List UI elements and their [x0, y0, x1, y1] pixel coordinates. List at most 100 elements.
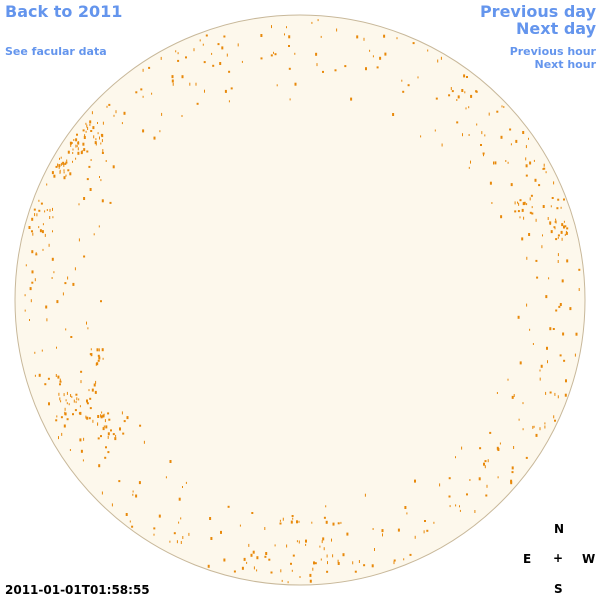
- facula: [35, 252, 37, 255]
- facula: [423, 530, 425, 534]
- facula: [62, 292, 64, 296]
- facula: [48, 243, 50, 247]
- facula: [46, 209, 48, 211]
- facula: [115, 434, 117, 437]
- facula: [93, 135, 95, 139]
- facula: [553, 181, 555, 185]
- facula: [515, 139, 518, 143]
- facular-link[interactable]: See facular data: [5, 45, 107, 58]
- facula: [256, 569, 258, 572]
- facula: [417, 76, 419, 79]
- facula: [578, 268, 581, 271]
- facula: [70, 336, 73, 338]
- facula: [250, 553, 253, 557]
- facula: [98, 464, 101, 468]
- facula: [79, 405, 81, 408]
- facula: [97, 354, 100, 357]
- facula: [365, 67, 367, 71]
- facula: [401, 79, 403, 82]
- facula: [528, 233, 531, 236]
- next-day-link[interactable]: Next day: [516, 19, 596, 38]
- back-link[interactable]: Back to 2011: [5, 2, 123, 21]
- facula: [556, 207, 559, 210]
- previous-day-link[interactable]: Previous day: [479, 2, 596, 21]
- facula: [484, 460, 487, 463]
- facula: [455, 504, 457, 507]
- facula: [274, 544, 276, 547]
- facula: [260, 57, 263, 60]
- facula: [260, 34, 263, 37]
- facula: [270, 54, 273, 57]
- facula: [52, 216, 54, 219]
- facula: [514, 201, 516, 205]
- facula: [382, 533, 383, 537]
- facula: [510, 479, 513, 483]
- facula: [268, 558, 271, 561]
- facula: [64, 407, 66, 411]
- previous-hour-link[interactable]: Previous hour: [509, 45, 596, 58]
- facula: [95, 380, 97, 384]
- facula: [75, 144, 77, 148]
- facula: [426, 529, 429, 532]
- facula: [356, 35, 359, 39]
- facula: [511, 471, 514, 474]
- facula: [493, 161, 494, 165]
- facula: [72, 148, 74, 151]
- facula: [564, 225, 567, 228]
- facula: [171, 79, 174, 83]
- facula: [557, 260, 559, 263]
- facula: [279, 519, 281, 522]
- facula: [158, 514, 161, 518]
- facula: [86, 399, 88, 403]
- facula: [123, 111, 126, 115]
- facula: [319, 545, 321, 548]
- facula: [217, 43, 220, 46]
- facula: [78, 141, 79, 144]
- facula: [535, 218, 537, 222]
- facula: [64, 162, 67, 165]
- facula: [182, 536, 184, 539]
- facula: [85, 122, 87, 125]
- facula: [396, 37, 398, 40]
- facula: [25, 264, 27, 267]
- facula: [142, 129, 145, 133]
- facula: [578, 288, 580, 291]
- facula: [485, 494, 488, 497]
- facula: [557, 234, 560, 237]
- facula: [457, 95, 460, 99]
- facula: [547, 217, 549, 220]
- facula: [88, 165, 91, 168]
- facula: [59, 397, 61, 401]
- facula: [321, 540, 323, 544]
- facula: [352, 561, 354, 565]
- facula: [142, 68, 144, 72]
- facula: [469, 479, 471, 481]
- facula: [557, 395, 559, 399]
- facula: [129, 520, 131, 523]
- facula: [29, 319, 30, 321]
- facula: [75, 401, 77, 404]
- facula: [456, 121, 459, 124]
- facula: [525, 456, 528, 459]
- next-hour-link[interactable]: Next hour: [534, 58, 597, 71]
- facula: [364, 493, 366, 497]
- facula: [393, 559, 396, 562]
- facula: [522, 131, 525, 134]
- facula: [107, 451, 110, 454]
- facula: [554, 392, 556, 396]
- facula: [337, 522, 340, 525]
- facula: [121, 122, 123, 125]
- facula: [327, 561, 328, 565]
- facula: [311, 521, 313, 524]
- facula: [497, 476, 499, 479]
- facula: [100, 142, 102, 145]
- facula: [40, 202, 43, 205]
- facula: [66, 159, 68, 162]
- facula: [543, 163, 545, 167]
- facula: [274, 53, 277, 56]
- facula: [468, 134, 470, 136]
- facula: [53, 174, 56, 178]
- facula: [161, 112, 163, 116]
- facula: [69, 172, 72, 176]
